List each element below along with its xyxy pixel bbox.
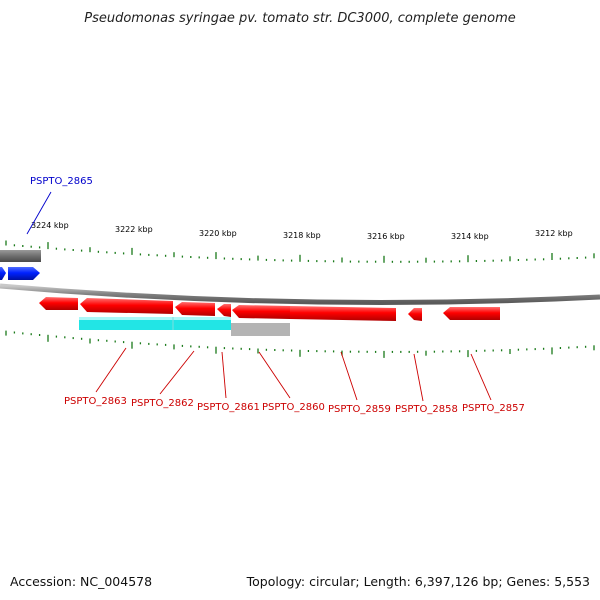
gene-label-PSPTO_2860[interactable]: PSPTO_2860 [262, 402, 325, 413]
gene-arrow-PSPTO_2865[interactable] [8, 267, 40, 280]
gene-arrow-PSPTO_2859[interactable] [290, 306, 396, 321]
genome-stats-text: Topology: circular; Length: 6,397,126 bp… [246, 574, 590, 589]
accession-text: Accession: NC_004578 [10, 574, 153, 589]
genome-title: Pseudomonas syringae pv. tomato str. DC3… [84, 11, 516, 26]
scale-label-3218: 3218 kbp [283, 231, 321, 240]
scale-label-3216: 3216 kbp [367, 232, 405, 241]
gene-arrow-offscreen[interactable] [0, 267, 6, 280]
gene-arrow-PSPTO_2860[interactable] [232, 305, 290, 319]
gene-arrow-PSPTO_2862[interactable] [80, 298, 173, 314]
leader-line-PSPTO_2858 [413, 353, 424, 402]
gene-label-PSPTO_2863[interactable]: PSPTO_2863 [64, 396, 127, 407]
gene-label-PSPTO_2857[interactable]: PSPTO_2857 [462, 403, 525, 414]
genome-backbone [0, 283, 600, 305]
scale-label-3220: 3220 kbp [199, 229, 237, 238]
gray-inner-feature-block [231, 323, 290, 336]
gene-label-PSPTO_2859[interactable]: PSPTO_2859 [328, 404, 391, 415]
cyan-feature-block [79, 317, 231, 330]
scale-label-3212: 3212 kbp [535, 229, 573, 238]
gene-label-PSPTO_2861[interactable]: PSPTO_2861 [197, 402, 260, 413]
gene-label-PSPTO_2862[interactable]: PSPTO_2862 [131, 398, 194, 409]
leader-line-PSPTO_2861 [221, 351, 227, 399]
leader-line-PSPTO_2859 [340, 351, 358, 401]
scale-label-3222: 3222 kbp [115, 225, 153, 234]
gene-arrow-PSPTO_2863[interactable] [39, 297, 78, 310]
gene-arrow-PSPTO_2861a[interactable] [175, 302, 215, 316]
inner-tick-marks [5, 330, 595, 358]
gene-arrow-PSPTO_2861[interactable] [217, 304, 231, 317]
leader-line-PSPTO_2860 [258, 351, 291, 399]
leader-line-PSPTO_2862 [159, 350, 195, 395]
leader-line-PSPTO_2865 [26, 191, 52, 235]
leader-line-PSPTO_2857 [470, 353, 492, 401]
outer-tick-marks [5, 240, 595, 263]
gene-arrow-PSPTO_2858[interactable] [408, 308, 422, 321]
gene-label-PSPTO_2858[interactable]: PSPTO_2858 [395, 404, 458, 415]
gene-label-PSPTO_2865[interactable]: PSPTO_2865 [30, 176, 93, 187]
gray-feature-block [0, 250, 41, 262]
cyan-feature-highlight [79, 317, 231, 320]
gene-arrow-PSPTO_2857[interactable] [443, 307, 500, 320]
scale-label-3214: 3214 kbp [451, 232, 489, 241]
leader-line-PSPTO_2863 [95, 347, 127, 393]
scale-label-3224: 3224 kbp [31, 221, 69, 230]
